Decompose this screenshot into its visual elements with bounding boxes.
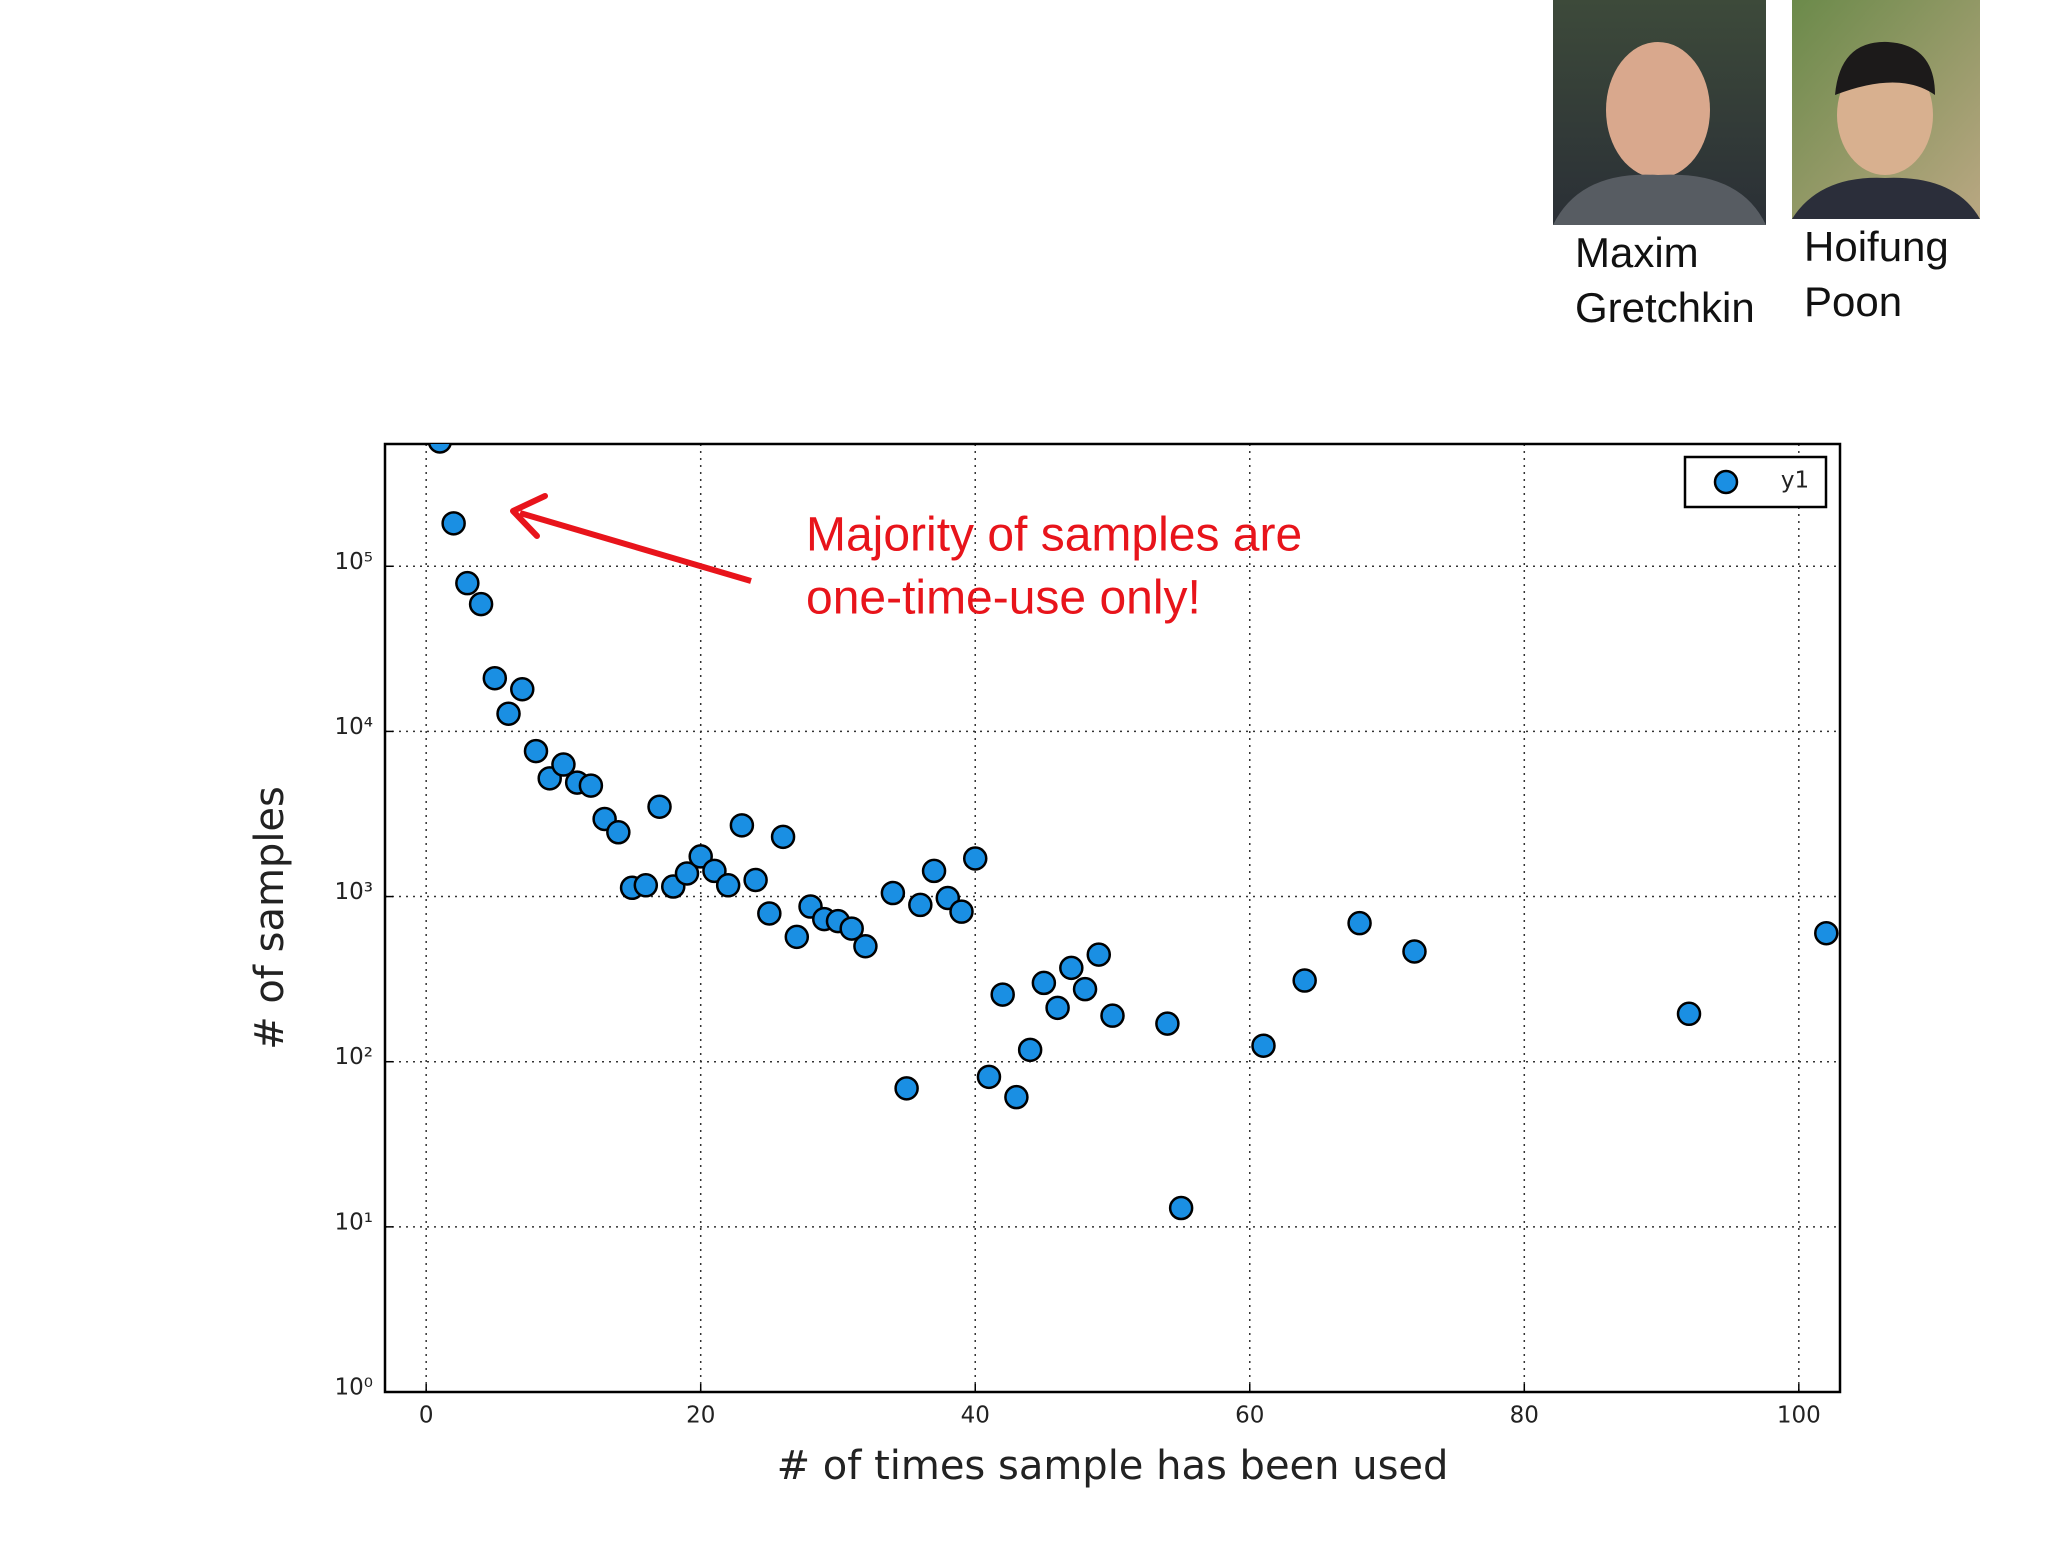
- point: [770, 824, 796, 850]
- points: [427, 444, 1839, 1221]
- x-tick-label: 20: [686, 1403, 715, 1429]
- y-axis-label: # of samples: [247, 786, 293, 1050]
- point: [578, 773, 604, 798]
- y-tick-label: 10¹: [335, 1209, 374, 1235]
- point: [1017, 1037, 1043, 1063]
- point: [1072, 976, 1098, 1002]
- point: [715, 873, 741, 898]
- y-tick-label: 10³: [335, 879, 374, 905]
- point: [1100, 1003, 1125, 1028]
- point: [1004, 1084, 1029, 1110]
- annotation-arrowhead: [510, 493, 548, 539]
- point: [606, 820, 631, 845]
- point: [1086, 942, 1112, 967]
- point: [1031, 970, 1057, 996]
- point: [880, 880, 906, 906]
- person-name: Hoifung: [1804, 223, 1949, 270]
- point: [743, 867, 768, 893]
- y-tick-label: 10⁴: [335, 714, 374, 740]
- point: [674, 861, 700, 886]
- legend-box: [1683, 455, 1828, 509]
- x-tick-label: 40: [961, 1403, 990, 1429]
- point: [990, 982, 1015, 1007]
- point: [1168, 1195, 1194, 1221]
- plot-frame: [383, 442, 1842, 1394]
- point: [949, 899, 974, 924]
- point: [839, 916, 864, 941]
- y-tick-label: 10⁰: [335, 1375, 374, 1401]
- y-tick-label: 10⁵: [335, 549, 374, 575]
- annotation-arrow: [519, 510, 752, 584]
- point: [1814, 920, 1839, 946]
- point: [468, 591, 494, 617]
- point: [894, 1076, 919, 1101]
- annotation: Majority of samples are: [806, 509, 1302, 562]
- point: [853, 934, 878, 959]
- x-tick-label: 100: [1777, 1403, 1821, 1429]
- person-name: Maxim: [1575, 229, 1699, 276]
- point: [551, 752, 576, 777]
- point: [523, 738, 549, 764]
- point: [729, 813, 755, 838]
- legend-marker: [1713, 469, 1739, 495]
- point: [455, 570, 480, 596]
- point: [757, 901, 782, 926]
- point: [482, 665, 508, 691]
- point: [510, 677, 535, 702]
- photo-hoifung: [1792, 0, 1980, 219]
- x-axis-label: # of times sample has been used: [777, 1443, 1449, 1489]
- point: [427, 444, 452, 454]
- point: [1676, 1001, 1702, 1027]
- point: [1045, 995, 1070, 1021]
- y-tick-label: 10²: [335, 1044, 374, 1070]
- point: [921, 858, 947, 884]
- point: [496, 701, 521, 726]
- point: [441, 511, 466, 536]
- x-tick-label: 80: [1510, 1403, 1539, 1429]
- x-tick-label: 60: [1235, 1403, 1264, 1429]
- legend-label: y1: [1781, 468, 1809, 494]
- x-tick-label: 0: [419, 1403, 434, 1429]
- photo-maxim: [1553, 0, 1766, 225]
- point: [1347, 910, 1372, 936]
- point: [1155, 1011, 1180, 1036]
- point: [1059, 955, 1084, 981]
- annotation: one-time-use only!: [806, 572, 1201, 625]
- point: [1251, 1033, 1276, 1058]
- plot-background: [385, 444, 1840, 1392]
- person-name: Gretchkin: [1575, 284, 1755, 331]
- point: [784, 924, 810, 950]
- point: [976, 1064, 1002, 1090]
- person-name: Poon: [1804, 278, 1902, 325]
- point: [633, 873, 659, 898]
- point: [962, 846, 988, 871]
- point: [1402, 939, 1427, 964]
- point: [647, 794, 672, 819]
- point: [908, 892, 933, 918]
- point: [1292, 968, 1317, 993]
